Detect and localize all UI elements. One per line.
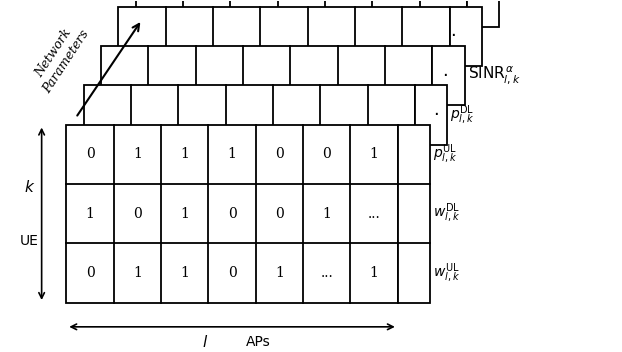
Text: 1: 1 (322, 207, 331, 221)
Text: 1: 1 (275, 266, 284, 280)
Text: 1: 1 (228, 147, 236, 162)
Text: UE: UE (20, 233, 39, 247)
Bar (84, 85, 415, 145)
Bar (415, 85, 447, 145)
Text: ⋅: ⋅ (450, 27, 456, 45)
Text: 1: 1 (180, 207, 189, 221)
Text: $p_{l,k}^{\mathrm{DL}}$: $p_{l,k}^{\mathrm{DL}}$ (450, 103, 475, 127)
Text: 1: 1 (133, 266, 142, 280)
Text: ⋅: ⋅ (442, 67, 447, 84)
Bar (450, 7, 482, 66)
Bar (432, 46, 465, 105)
Text: 0: 0 (322, 147, 331, 162)
Bar (397, 125, 430, 303)
Text: 1: 1 (133, 147, 142, 162)
Text: 0: 0 (86, 147, 95, 162)
Bar (67, 125, 397, 303)
Text: 0: 0 (133, 207, 142, 221)
Text: ...: ... (320, 266, 333, 280)
Bar (467, 0, 499, 26)
Text: 0: 0 (228, 266, 236, 280)
Text: 1: 1 (369, 147, 378, 162)
Bar (136, 0, 467, 26)
Bar (101, 46, 432, 105)
Text: $w_{l,k}^{\mathrm{UL}}$: $w_{l,k}^{\mathrm{UL}}$ (433, 262, 460, 285)
Text: 1: 1 (180, 266, 189, 280)
Text: $l$: $l$ (203, 334, 208, 350)
Text: ...: ... (368, 207, 381, 221)
Text: 0: 0 (86, 266, 95, 280)
Bar (118, 7, 450, 66)
Text: Network
Parameters: Network Parameters (28, 19, 91, 96)
Text: 0: 0 (275, 207, 284, 221)
Text: ⋅: ⋅ (433, 106, 439, 124)
Text: $w_{l,k}^{\mathrm{DL}}$: $w_{l,k}^{\mathrm{DL}}$ (433, 202, 460, 225)
Text: 1: 1 (180, 147, 189, 162)
Text: 1: 1 (86, 207, 95, 221)
Text: $k$: $k$ (24, 179, 35, 195)
Text: APs: APs (246, 335, 271, 349)
Text: $p_{l,k}^{\mathrm{UL}}$: $p_{l,k}^{\mathrm{UL}}$ (433, 143, 458, 166)
Text: 0: 0 (228, 207, 236, 221)
Text: 1: 1 (369, 266, 378, 280)
Text: $\mathrm{SINR}_{l,k}^{\,\alpha}$: $\mathrm{SINR}_{l,k}^{\,\alpha}$ (468, 65, 521, 87)
Text: 0: 0 (275, 147, 284, 162)
